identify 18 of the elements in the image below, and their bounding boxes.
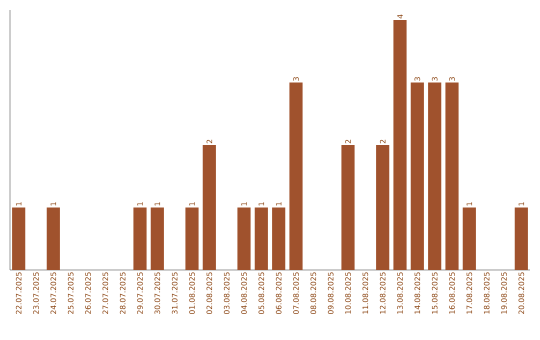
bar: [237, 207, 251, 270]
bar: [428, 82, 442, 270]
bar: [289, 82, 303, 270]
bar: [254, 207, 268, 270]
bar: [341, 144, 355, 270]
bar: [410, 82, 424, 270]
bar: [445, 82, 459, 270]
bar: [12, 207, 26, 270]
bar: [393, 20, 407, 270]
bar: [150, 207, 164, 270]
bar: [376, 144, 390, 270]
bar: [462, 207, 476, 270]
bar: [46, 207, 60, 270]
bar: [202, 144, 216, 270]
bar: [185, 207, 199, 270]
bar: [514, 207, 528, 270]
bar: [133, 207, 147, 270]
bar: [272, 207, 286, 270]
